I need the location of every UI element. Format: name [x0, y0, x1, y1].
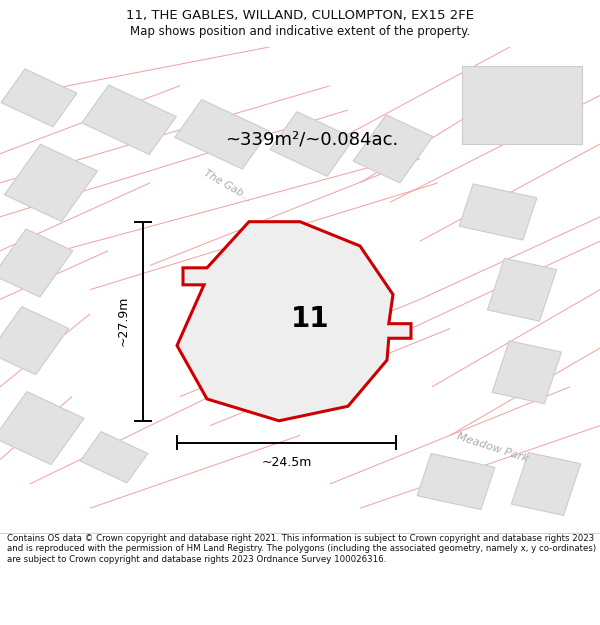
Polygon shape: [417, 454, 495, 509]
Polygon shape: [207, 246, 363, 389]
Text: The Gab...: The Gab...: [202, 168, 254, 203]
Polygon shape: [0, 392, 84, 464]
Text: Contains OS data © Crown copyright and database right 2021. This information is : Contains OS data © Crown copyright and d…: [7, 534, 596, 564]
Polygon shape: [175, 99, 269, 169]
Polygon shape: [462, 66, 582, 144]
Text: The G...: The G...: [217, 341, 257, 369]
Text: ~339m²/~0.084ac.: ~339m²/~0.084ac.: [226, 130, 398, 148]
Polygon shape: [0, 229, 73, 297]
Text: 11, THE GABLES, WILLAND, CULLOMPTON, EX15 2FE: 11, THE GABLES, WILLAND, CULLOMPTON, EX1…: [126, 9, 474, 22]
Polygon shape: [82, 85, 176, 154]
Text: Meadow Park: Meadow Park: [455, 431, 529, 464]
Polygon shape: [80, 432, 148, 483]
Polygon shape: [353, 115, 433, 183]
Polygon shape: [1, 69, 77, 127]
Polygon shape: [270, 112, 354, 176]
Text: ~27.9m: ~27.9m: [116, 296, 130, 346]
Polygon shape: [4, 144, 98, 221]
Polygon shape: [492, 341, 562, 404]
Polygon shape: [459, 184, 537, 240]
Text: 11: 11: [292, 305, 330, 333]
Polygon shape: [511, 452, 581, 516]
Polygon shape: [177, 222, 411, 421]
Text: Map shows position and indicative extent of the property.: Map shows position and indicative extent…: [130, 25, 470, 38]
Polygon shape: [487, 258, 557, 321]
Polygon shape: [0, 307, 68, 375]
Text: ~24.5m: ~24.5m: [262, 456, 311, 469]
